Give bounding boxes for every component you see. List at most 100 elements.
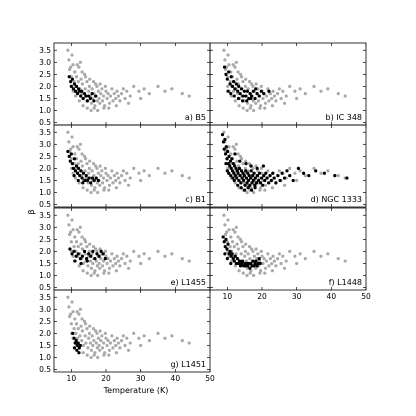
- background-point: [80, 317, 84, 321]
- highlight-point: [236, 183, 240, 187]
- highlight-point: [229, 261, 233, 266]
- background-point: [274, 264, 278, 268]
- highlight-point: [228, 159, 233, 163]
- background-point: [67, 140, 71, 144]
- highlight-point: [345, 176, 349, 180]
- background-point: [92, 339, 96, 343]
- background-point: [100, 346, 105, 350]
- panel-label: a) B5: [185, 113, 206, 122]
- background-point: [71, 89, 75, 93]
- highlight-point: [248, 176, 253, 180]
- highlight-point: [248, 266, 252, 270]
- background-point: [245, 273, 249, 278]
- highlight-point: [229, 174, 233, 178]
- background-point: [263, 266, 268, 270]
- background-point: [298, 87, 302, 91]
- background-point: [114, 351, 118, 355]
- background-point: [77, 181, 81, 185]
- background-point: [248, 106, 252, 110]
- background-point: [120, 92, 124, 96]
- background-point: [99, 174, 103, 178]
- background-point: [91, 343, 95, 348]
- highlight-point: [254, 181, 259, 185]
- background-point: [123, 261, 127, 266]
- background-point: [139, 261, 143, 266]
- background-point: [96, 89, 100, 93]
- background-point: [254, 247, 258, 251]
- background-point: [312, 166, 316, 171]
- background-point: [94, 82, 98, 86]
- background-point: [256, 169, 260, 173]
- background-point: [114, 104, 118, 108]
- highlight-point: [230, 84, 235, 89]
- highlight-point: [223, 244, 227, 249]
- panel-frame: [209, 124, 367, 208]
- highlight-point: [224, 237, 228, 241]
- panel-label: b) IC 348: [326, 113, 363, 122]
- background-point: [108, 259, 113, 263]
- background-point: [83, 75, 88, 79]
- background-point: [104, 254, 108, 258]
- background-point: [107, 271, 111, 275]
- y-tick-label: 2.5: [39, 152, 51, 161]
- background-point: [267, 99, 271, 103]
- highlight-point: [68, 247, 72, 251]
- highlight-point: [97, 254, 101, 258]
- highlight-point: [242, 178, 246, 183]
- highlight-point: [85, 99, 89, 103]
- background-point: [234, 252, 238, 256]
- background-point: [85, 244, 89, 249]
- y-tick-label: 0.5: [39, 365, 51, 374]
- background-point: [260, 171, 264, 175]
- background-point: [96, 273, 100, 278]
- background-point: [142, 252, 146, 256]
- highlight-point: [221, 235, 225, 239]
- background-point: [235, 242, 239, 246]
- background-point: [120, 174, 124, 178]
- background-point: [103, 166, 107, 171]
- background-point: [103, 249, 107, 254]
- background-point: [96, 355, 100, 360]
- background-point: [224, 67, 228, 72]
- highlight-point: [255, 264, 259, 268]
- background-point: [116, 341, 121, 345]
- background-point: [272, 94, 277, 98]
- background-point: [225, 230, 229, 234]
- background-point: [98, 247, 102, 251]
- panel-frame: [209, 207, 367, 291]
- background-point: [95, 84, 99, 89]
- x-axis-label: Temperature (K): [103, 386, 169, 395]
- background-point: [90, 169, 94, 173]
- background-point: [76, 161, 80, 166]
- background-point: [244, 259, 248, 263]
- background-point: [236, 164, 241, 168]
- background-point: [71, 310, 75, 314]
- background-point: [234, 225, 238, 229]
- background-point: [238, 237, 243, 241]
- highlight-point: [235, 257, 239, 261]
- highlight-point: [225, 157, 229, 161]
- background-point: [249, 186, 253, 190]
- background-point: [111, 264, 115, 268]
- highlight-point: [230, 169, 235, 173]
- highlight-point: [246, 178, 251, 183]
- background-point: [120, 257, 124, 261]
- background-point: [232, 244, 236, 249]
- background-point: [241, 161, 245, 166]
- background-point: [82, 72, 87, 76]
- highlight-point: [236, 171, 240, 175]
- background-point: [343, 94, 347, 98]
- background-point: [245, 266, 250, 270]
- background-point: [227, 145, 231, 149]
- background-point: [126, 266, 131, 270]
- background-point: [284, 259, 288, 263]
- background-point: [282, 101, 287, 105]
- highlight-point: [259, 181, 263, 185]
- background-point: [69, 65, 73, 69]
- background-point: [71, 145, 75, 149]
- highlight-point: [276, 174, 280, 178]
- background-point: [336, 174, 340, 178]
- y-tick-label: 2.5: [39, 70, 51, 79]
- background-point: [223, 223, 227, 227]
- background-point: [126, 348, 131, 352]
